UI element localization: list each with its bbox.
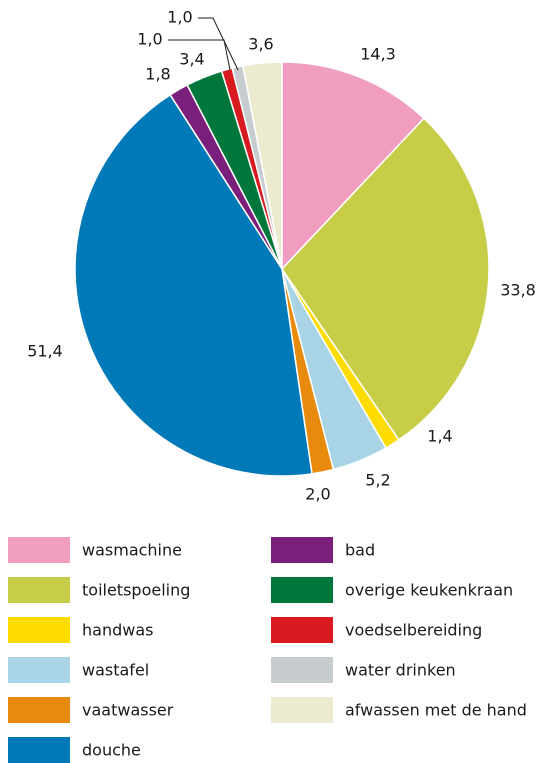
legend-label: vaatwasser [82,701,174,720]
legend-swatch [271,577,333,603]
legend-swatch [271,657,333,683]
legend-label: handwas [82,621,153,640]
pie-slice [281,61,426,271]
data-label: 3,4 [179,50,204,69]
legend-swatch [8,577,70,603]
data-label: 1,4 [427,427,452,446]
legend-swatch [271,697,333,723]
legend-swatch [8,537,70,563]
legend-swatch [271,537,333,563]
legend-label: water drinken [345,661,456,680]
pie-slice [241,61,283,270]
data-label: 51,4 [27,342,63,361]
data-label: 14,3 [360,45,396,64]
data-label: 2,0 [305,485,330,504]
legend-label: bad [345,541,375,560]
leader-line [198,17,239,71]
legend-label: wasmachine [82,541,182,560]
legend-label: douche [82,741,141,760]
legend-label: overige keukenkraan [345,581,513,600]
legend-swatch [271,617,333,643]
data-label: 1,0 [167,8,192,27]
legend-label: wastafel [82,661,149,680]
pie-slice [281,117,490,441]
data-label: 1,8 [145,65,170,84]
data-label: 3,6 [248,35,273,54]
data-label: 5,2 [365,471,390,490]
legend-swatch [8,737,70,763]
data-label: 33,8 [500,281,536,300]
legend-label: voedselbereiding [345,621,482,640]
data-label: 1,0 [137,30,162,49]
legend-swatch [8,697,70,723]
legend-swatch [8,657,70,683]
legend-label: afwassen met de hand [345,701,527,720]
legend-swatch [8,617,70,643]
legend-label: toiletspoeling [82,581,190,600]
pie-slice [74,93,313,477]
